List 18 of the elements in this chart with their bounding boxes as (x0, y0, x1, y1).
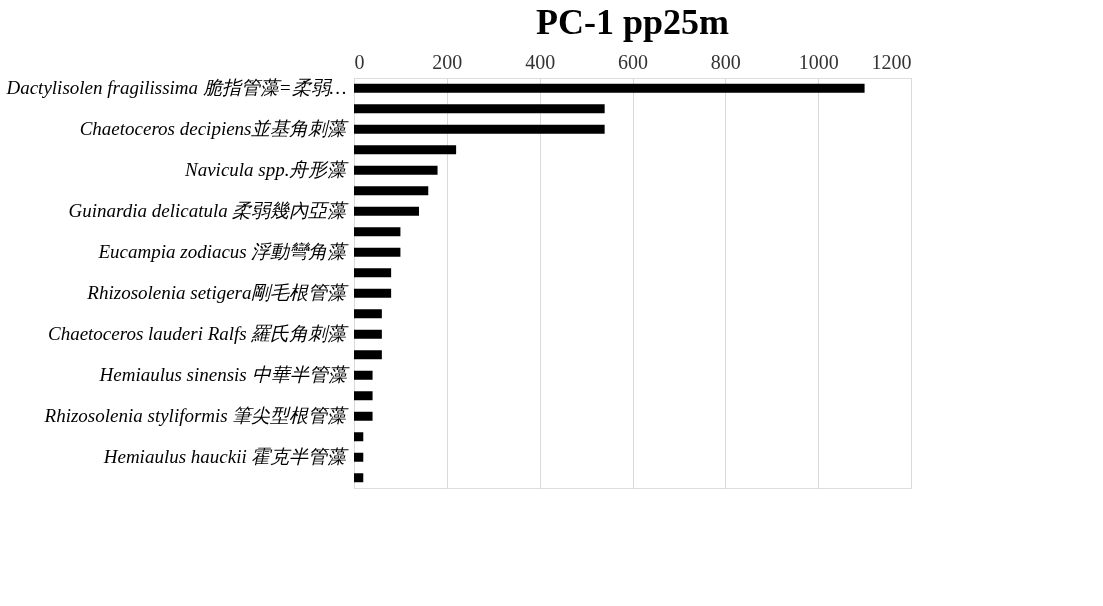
x-tick-label: 0 (354, 50, 365, 73)
y-tick-label: Guinardia delicatula 柔弱幾內亞藻 (68, 200, 350, 222)
x-tick-label: 1000 (798, 50, 839, 73)
x-tick-label: 200 (432, 50, 463, 73)
x-tick-label: 1200 (871, 50, 912, 73)
y-tick-label: Rhizosolenia setigera剛毛根管藻 (86, 282, 350, 304)
chart-title: PC-1 pp25m (535, 2, 730, 42)
y-tick-label: Rhizosolenia styliformis 筆尖型根管藻 (43, 405, 350, 427)
x-tick-label: 800 (710, 50, 741, 73)
y-tick-label: Hemiaulus hauckii 霍克半管藻 (102, 446, 350, 468)
x-tick-label: 600 (618, 50, 648, 73)
y-tick-label: Chaetoceros decipiens並基角刺藻 (79, 118, 350, 140)
y-tick-label: Eucampia zodiacus 浮動彎角藻 (97, 241, 350, 263)
y-tick-label: Chaetoceros lauderi Ralfs 羅氏角刺藻 (47, 323, 350, 345)
y-tick-label: Navicula spp.舟形藻 (184, 159, 350, 181)
y-tick-label: Hemiaulus sinensis 中華半管藻 (98, 364, 350, 386)
y-tick-label: Dactylisolen fragilissima 脆指管藻=柔弱… (5, 77, 347, 99)
x-tick-label: 400 (525, 50, 556, 73)
